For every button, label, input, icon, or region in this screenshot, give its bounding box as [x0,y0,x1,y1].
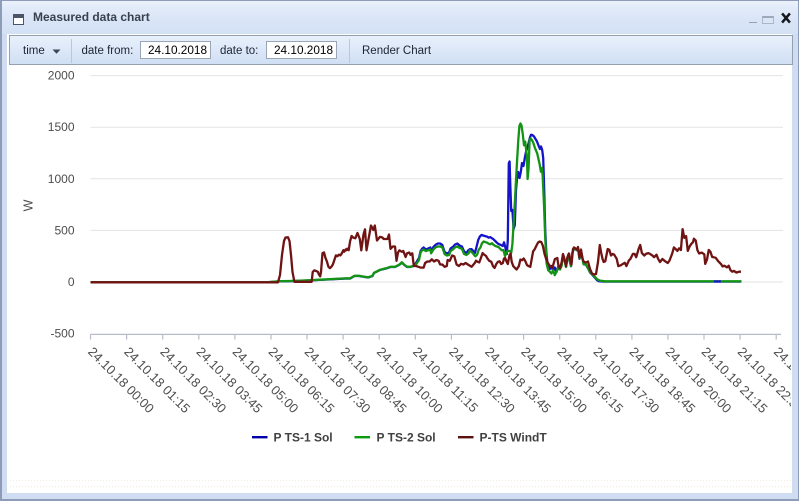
svg-text:P-TS WindT: P-TS WindT [480,431,548,445]
svg-text:P TS-1 Sol: P TS-1 Sol [274,431,333,445]
svg-text:-500: -500 [50,327,74,341]
svg-text:W: W [22,199,36,211]
svg-text:P TS-2 Sol: P TS-2 Sol [377,431,436,445]
svg-text:1500: 1500 [48,120,75,134]
svg-text:2000: 2000 [48,69,75,83]
svg-text:1000: 1000 [48,172,75,186]
svg-text:500: 500 [54,223,74,237]
svg-text:0: 0 [68,275,75,289]
svg-text:24.10.18 00:00: 24.10.18 00:00 [85,344,157,416]
